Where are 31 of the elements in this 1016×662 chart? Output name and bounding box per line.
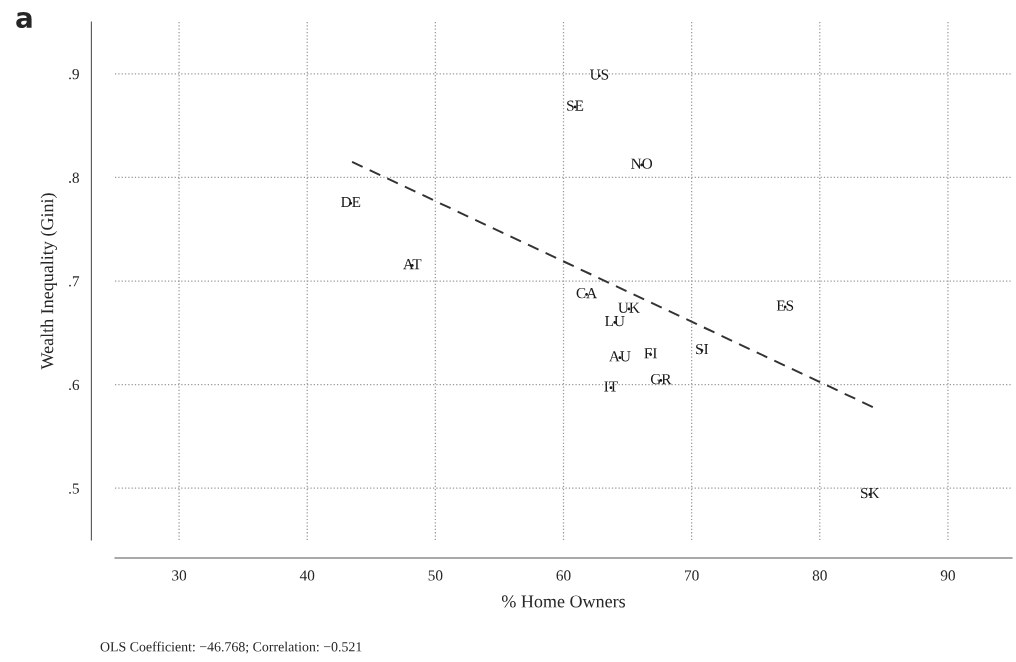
data-label: UK <box>618 302 640 313</box>
data-label: US <box>589 69 609 80</box>
y-tick-label: .8 <box>69 172 79 183</box>
x-axis-title: % Home Owners <box>501 595 626 608</box>
data-label: DE <box>341 196 361 207</box>
data-label: CA <box>576 288 598 299</box>
data-label: SE <box>567 100 584 111</box>
x-tick-label: 80 <box>812 570 827 581</box>
x-tick-label: 70 <box>685 570 699 581</box>
data-label: LU <box>605 316 625 327</box>
data-label: IT <box>604 381 618 392</box>
x-tick-label: 50 <box>428 570 443 581</box>
data-label: SI <box>696 343 709 355</box>
data-label: AU <box>609 351 631 362</box>
y-tick-label: .9 <box>69 68 79 80</box>
x-tick-label: 30 <box>172 570 187 581</box>
text: OLS Coefficient: −46.768; Correlation: −0.521 <box>100 641 362 654</box>
chart-title: a <box>16 12 32 29</box>
x-tick-label: 90 <box>940 570 955 581</box>
data-label: SK <box>861 487 880 499</box>
data-label: FI <box>644 348 657 359</box>
data-label: AT <box>403 259 422 270</box>
data-label: NO <box>631 158 653 169</box>
x-tick-label: 60 <box>556 570 571 581</box>
y-axis-title: Wealth Inequality (Gini) <box>40 193 58 370</box>
y-tick-label: .6 <box>69 379 80 391</box>
data-label: GR <box>650 374 672 385</box>
data-label: ES <box>776 300 794 311</box>
x-tick-label: 40 <box>299 570 315 581</box>
y-tick-label: .5 <box>69 483 79 494</box>
y-tick-label: .7 <box>69 276 80 287</box>
